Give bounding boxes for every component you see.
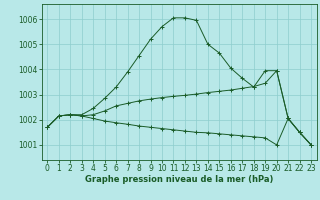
X-axis label: Graphe pression niveau de la mer (hPa): Graphe pression niveau de la mer (hPa): [85, 175, 273, 184]
